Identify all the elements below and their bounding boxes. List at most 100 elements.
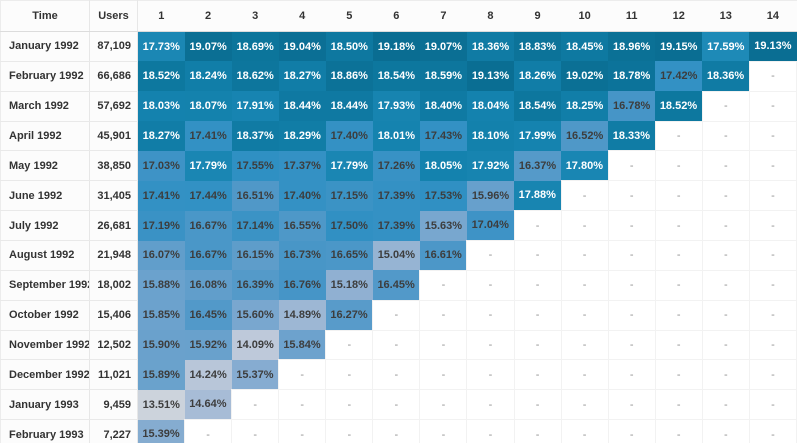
retention-cell[interactable]: 15.04% (372, 240, 420, 271)
retention-cell[interactable]: 15.39% (137, 419, 185, 443)
retention-cell[interactable]: 16.73% (278, 240, 326, 271)
retention-cell[interactable]: 17.99% (514, 121, 562, 151)
retention-cell[interactable]: 18.86% (325, 61, 373, 92)
retention-cell[interactable]: 19.18% (372, 31, 420, 62)
retention-cell[interactable]: 16.39% (231, 270, 279, 301)
retention-cell[interactable]: 17.15% (325, 180, 373, 211)
retention-cell[interactable]: 18.40% (419, 91, 467, 122)
retention-cell[interactable]: 17.40% (278, 180, 326, 211)
retention-cell[interactable]: 18.29% (278, 121, 326, 151)
retention-cell[interactable]: 18.83% (514, 31, 562, 62)
retention-cell[interactable]: 17.88% (514, 180, 562, 211)
retention-cell[interactable]: 15.90% (137, 330, 185, 360)
retention-cell[interactable]: 15.60% (231, 300, 279, 331)
retention-cell[interactable]: 16.55% (278, 210, 326, 241)
retention-cell[interactable]: 16.08% (184, 270, 232, 301)
retention-cell[interactable]: 17.40% (325, 121, 373, 151)
retention-cell[interactable]: 15.89% (137, 359, 185, 390)
retention-cell[interactable]: 15.92% (184, 330, 232, 360)
retention-cell[interactable]: 14.24% (184, 359, 232, 390)
retention-cell[interactable]: 15.85% (137, 300, 185, 331)
retention-cell[interactable]: 16.45% (372, 270, 420, 301)
retention-cell[interactable]: 16.67% (184, 210, 232, 241)
retention-cell[interactable]: 18.04% (466, 91, 514, 122)
retention-cell[interactable]: 18.52% (137, 61, 185, 92)
retention-cell[interactable]: 17.19% (137, 210, 185, 241)
retention-cell[interactable]: 17.41% (137, 180, 185, 211)
retention-cell[interactable]: 18.36% (466, 31, 514, 62)
retention-cell[interactable]: 18.54% (372, 61, 420, 92)
retention-cell[interactable]: 18.27% (278, 61, 326, 92)
retention-cell[interactable]: 18.36% (702, 61, 750, 92)
retention-cell[interactable]: 18.33% (608, 121, 656, 151)
retention-cell[interactable]: 14.64% (184, 389, 232, 420)
retention-cell[interactable]: 18.54% (514, 91, 562, 122)
retention-cell[interactable]: 18.59% (419, 61, 467, 92)
retention-cell[interactable]: 18.01% (372, 121, 420, 151)
retention-cell[interactable]: 16.52% (561, 121, 609, 151)
retention-cell[interactable]: 16.07% (137, 240, 185, 271)
retention-cell[interactable]: 17.44% (184, 180, 232, 211)
retention-cell[interactable]: 14.09% (231, 330, 279, 360)
retention-cell[interactable]: 19.13% (466, 61, 514, 92)
retention-cell[interactable]: 16.76% (278, 270, 326, 301)
retention-cell[interactable]: 17.37% (278, 150, 326, 181)
retention-cell[interactable]: 17.79% (184, 150, 232, 181)
retention-cell[interactable]: 16.78% (608, 91, 656, 122)
retention-cell[interactable]: 18.03% (137, 91, 185, 122)
retention-cell[interactable]: 18.27% (137, 121, 185, 151)
retention-cell[interactable]: 15.18% (325, 270, 373, 301)
retention-cell[interactable]: 18.37% (231, 121, 279, 151)
retention-cell[interactable]: 16.61% (419, 240, 467, 271)
retention-cell[interactable]: 17.43% (419, 121, 467, 151)
retention-cell[interactable]: 13.51% (137, 389, 185, 420)
retention-cell[interactable]: 16.67% (184, 240, 232, 271)
retention-cell[interactable]: 17.26% (372, 150, 420, 181)
retention-cell[interactable]: 18.78% (608, 61, 656, 92)
retention-cell[interactable]: 17.03% (137, 150, 185, 181)
retention-cell[interactable]: 18.69% (231, 31, 279, 62)
retention-cell[interactable]: 15.37% (231, 359, 279, 390)
retention-cell[interactable]: 18.50% (325, 31, 373, 62)
retention-cell[interactable]: 19.04% (278, 31, 326, 62)
retention-cell[interactable]: 17.50% (325, 210, 373, 241)
retention-cell[interactable]: 16.65% (325, 240, 373, 271)
retention-cell[interactable]: 17.55% (231, 150, 279, 181)
retention-cell[interactable]: 18.45% (561, 31, 609, 62)
retention-cell[interactable]: 18.96% (608, 31, 656, 62)
retention-cell[interactable]: 18.07% (184, 91, 232, 122)
retention-cell[interactable]: 19.07% (419, 31, 467, 62)
retention-cell[interactable]: 16.51% (231, 180, 279, 211)
retention-cell[interactable]: 17.93% (372, 91, 420, 122)
retention-cell[interactable]: 19.15% (655, 31, 703, 62)
retention-cell[interactable]: 16.45% (184, 300, 232, 331)
retention-cell[interactable]: 18.44% (325, 91, 373, 122)
retention-cell[interactable]: 14.89% (278, 300, 326, 331)
retention-cell[interactable]: 18.10% (466, 121, 514, 151)
retention-cell[interactable]: 15.84% (278, 330, 326, 360)
retention-cell[interactable]: 17.14% (231, 210, 279, 241)
retention-cell[interactable]: 15.63% (419, 210, 467, 241)
retention-cell[interactable]: 17.39% (372, 180, 420, 211)
retention-cell[interactable]: 17.04% (466, 210, 514, 241)
retention-cell[interactable]: 18.24% (184, 61, 232, 92)
retention-cell[interactable]: 18.52% (655, 91, 703, 122)
retention-cell[interactable]: 15.88% (137, 270, 185, 301)
retention-cell[interactable]: 19.13% (749, 31, 797, 62)
retention-cell[interactable]: 17.80% (561, 150, 609, 181)
retention-cell[interactable]: 18.26% (514, 61, 562, 92)
retention-cell[interactable]: 18.62% (231, 61, 279, 92)
retention-cell[interactable]: 16.37% (514, 150, 562, 181)
retention-cell[interactable]: 17.41% (184, 121, 232, 151)
retention-cell[interactable]: 17.53% (419, 180, 467, 211)
retention-cell[interactable]: 19.07% (184, 31, 232, 62)
retention-cell[interactable]: 17.42% (655, 61, 703, 92)
retention-cell[interactable]: 17.59% (702, 31, 750, 62)
retention-cell[interactable]: 19.02% (561, 61, 609, 92)
retention-cell[interactable]: 18.44% (278, 91, 326, 122)
retention-cell[interactable]: 16.15% (231, 240, 279, 271)
retention-cell[interactable]: 17.73% (137, 31, 185, 62)
retention-cell[interactable]: 17.79% (325, 150, 373, 181)
retention-cell[interactable]: 17.91% (231, 91, 279, 122)
retention-cell[interactable]: 18.05% (419, 150, 467, 181)
